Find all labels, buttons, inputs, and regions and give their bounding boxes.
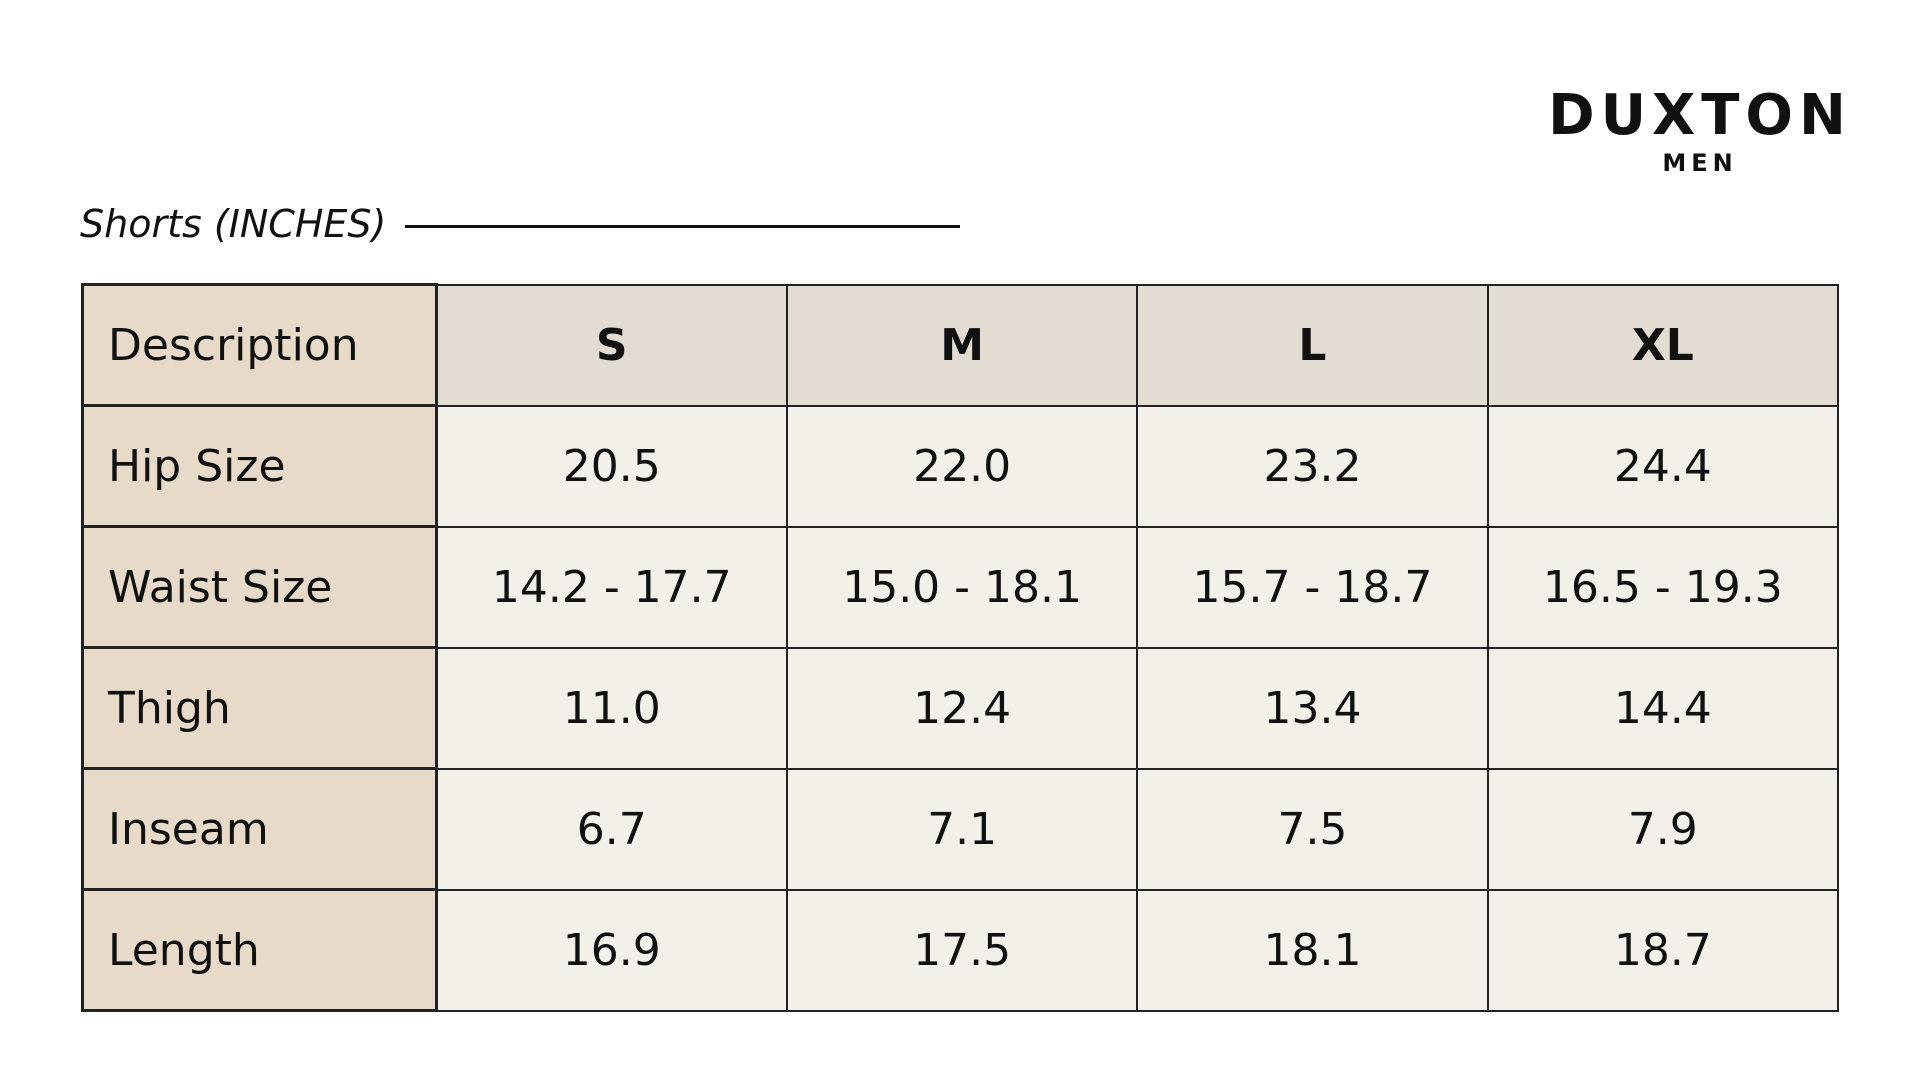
header-row: Description S M L XL xyxy=(81,283,1840,407)
size-value: 12.4 xyxy=(785,646,1139,770)
table-row: Thigh 11.0 12.4 13.4 14.4 xyxy=(81,646,1840,770)
size-value: 17.5 xyxy=(785,888,1139,1012)
size-value: 16.5 - 19.3 xyxy=(1486,525,1840,649)
header-cell: M xyxy=(785,283,1139,407)
size-value: 18.1 xyxy=(1136,888,1489,1012)
size-value: 22.0 xyxy=(785,404,1139,528)
size-value: 15.7 - 18.7 xyxy=(1136,525,1489,649)
row-label: Thigh xyxy=(81,646,438,770)
size-value: 7.9 xyxy=(1486,767,1840,891)
table-row: Hip Size 20.5 22.0 23.2 24.4 xyxy=(81,404,1840,528)
table-row: Waist Size 14.2 - 17.7 15.0 - 18.1 15.7 - 1… xyxy=(81,525,1840,649)
row-label: Length xyxy=(81,888,438,1012)
size-value: 14.4 xyxy=(1486,646,1840,770)
table-body: Hip Size 20.5 22.0 23.2 24.4 Waist Size 14.2 -… xyxy=(81,404,1840,1012)
size-value: 18.7 xyxy=(1486,888,1840,1012)
header-cell: L xyxy=(1136,283,1489,407)
size-value: 15.0 - 18.1 xyxy=(785,525,1139,649)
header-cell: Description xyxy=(81,283,438,407)
size-value: 23.2 xyxy=(1136,404,1489,528)
section-title: Shorts (INCHES) xyxy=(80,202,387,246)
brand-sub: MEN xyxy=(1662,149,1738,177)
table-row: Inseam 6.7 7.1 7.5 7.9 xyxy=(81,767,1840,891)
header-cell: XL xyxy=(1486,283,1840,407)
row-label: Inseam xyxy=(81,767,438,891)
brand-logo: DUXTON MEN xyxy=(1540,84,1860,178)
size-value: 20.5 xyxy=(435,404,788,528)
row-label: Waist Size xyxy=(81,525,438,649)
header-cell: S xyxy=(435,283,788,407)
size-value: 16.9 xyxy=(435,888,788,1012)
size-value: 24.4 xyxy=(1486,404,1840,528)
title-rule xyxy=(405,225,960,228)
size-value: 6.7 xyxy=(435,767,788,891)
brand-name: DUXTON xyxy=(1548,83,1852,148)
size-value: 7.1 xyxy=(785,767,1139,891)
size-value: 14.2 - 17.7 xyxy=(435,525,788,649)
size-table: Description S M L XL Hip Size 20.5 22.0 23.2 24.… xyxy=(81,283,1840,1012)
size-value: 11.0 xyxy=(435,646,788,770)
size-value: 7.5 xyxy=(1136,767,1489,891)
row-label: Hip Size xyxy=(81,404,438,528)
table-row: Length 16.9 17.5 18.1 18.7 xyxy=(81,888,1840,1012)
size-value: 13.4 xyxy=(1136,646,1489,770)
